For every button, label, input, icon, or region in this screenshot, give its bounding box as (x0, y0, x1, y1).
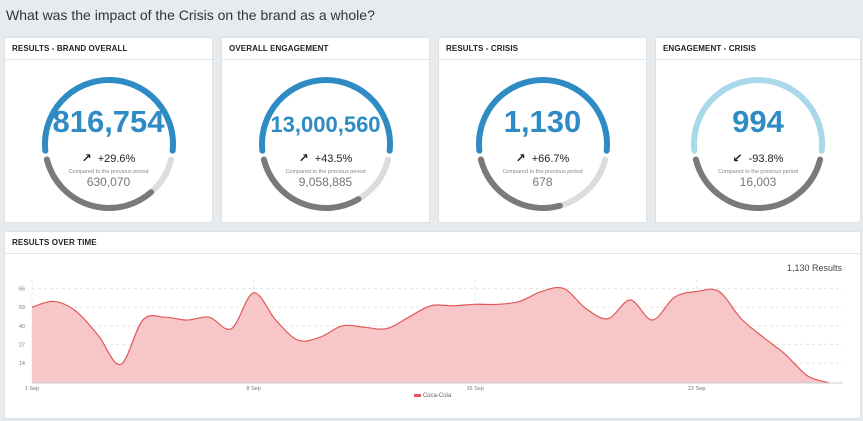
kpi-value: 1,130 (503, 104, 582, 139)
kpi-change-value: +43.5% (314, 153, 353, 165)
gauge-previous-arc (260, 156, 361, 211)
kpi-compare-label: Compared to the previous period (717, 169, 799, 175)
gauge-previous-arc (477, 156, 563, 211)
kpi-gauge (691, 77, 825, 211)
kpi-change: ↗ +66.7% (439, 151, 646, 165)
x-tick-label: 15 Sep (466, 386, 483, 392)
gauge-previous-arc (692, 156, 824, 211)
kpi-change: ↙ -93.8% (656, 151, 860, 165)
kpi-previous-value: 16,003 (739, 175, 777, 189)
series-area (32, 287, 830, 383)
chart-legend[interactable]: Coca-Cola (5, 393, 860, 399)
results-area-chart: 14 27 40 53 66 1 Sep 8 Sep 15 Sep 22 Sep (19, 280, 843, 392)
gauge-current-arc (258, 77, 393, 154)
kpi-card-header: ENGAGEMENT - CRISIS (656, 38, 860, 60)
chart-header: RESULTS OVER TIME (5, 232, 860, 254)
x-tick-label: 8 Sep (246, 386, 260, 392)
kpi-card-brand-overall: RESULTS - BRAND OVERALL 816,754 ↗ +29.6% … (4, 37, 213, 223)
kpi-change-value: +66.7% (531, 153, 570, 165)
arrow-up-right-icon: ↗ (81, 151, 92, 165)
gauge-previous-arc (43, 156, 154, 211)
y-tick-label: 14 (19, 361, 25, 367)
y-tick-label: 40 (19, 324, 25, 330)
y-tick-label: 66 (19, 287, 25, 293)
kpi-card-header: RESULTS - CRISIS (439, 38, 646, 60)
kpi-previous-value: 630,070 (86, 175, 131, 189)
kpi-value: 994 (732, 104, 784, 139)
legend-label: Coca-Cola (422, 393, 452, 399)
legend-swatch (413, 393, 421, 397)
kpi-compare-label: Compared to the previous period (68, 169, 149, 175)
kpi-gauge (475, 77, 610, 211)
y-tick-label: 53 (19, 305, 25, 311)
x-tick-label: 1 Sep (25, 386, 39, 392)
page-title: What was the impact of the Crisis on the… (6, 7, 375, 23)
results-over-time-card: RESULTS OVER TIME 1,130 Results 14 27 40 53… (4, 231, 861, 419)
arrow-up-right-icon: ↗ (298, 151, 309, 165)
kpi-compare-label: Compared to the previous period (502, 169, 583, 175)
results-count: 1,130 Results (786, 263, 842, 273)
kpi-previous-value: 9,058,885 (298, 175, 353, 189)
kpi-change-value: -93.8% (748, 153, 784, 165)
kpi-gauge (258, 77, 393, 211)
kpi-previous-value: 678 (532, 175, 553, 189)
kpi-change-value: +29.6% (97, 153, 136, 165)
kpi-card-engagement-crisis: ENGAGEMENT - CRISIS 994 ↙ -93.8% Compared… (655, 37, 861, 223)
kpi-change: ↗ +29.6% (5, 151, 212, 165)
x-tick-label: 22 Sep (688, 386, 705, 392)
kpi-card-overall-engagement: OVERALL ENGAGEMENT 13,000,560 ↗ +43.5% Co… (221, 37, 430, 223)
arrow-up-right-icon: ↗ (515, 151, 526, 165)
kpi-card-header: RESULTS - BRAND OVERALL (5, 38, 212, 60)
kpi-value: 13,000,560 (270, 112, 381, 137)
series-line (31, 286, 830, 384)
y-tick-label: 27 (19, 342, 25, 348)
gauge-current-arc (691, 77, 825, 154)
arrow-down-left-icon: ↙ (732, 151, 743, 165)
kpi-change: ↗ +43.5% (222, 151, 429, 165)
kpi-compare-label: Compared to the previous period (285, 169, 366, 175)
kpi-card-results-crisis: RESULTS - CRISIS 1,130 ↗ +66.7% Compared … (438, 37, 647, 223)
kpi-value: 816,754 (52, 104, 165, 139)
kpi-card-header: OVERALL ENGAGEMENT (222, 38, 429, 60)
gauge-current-arc (41, 77, 176, 154)
kpi-gauge (41, 77, 176, 211)
gauge-current-arc (475, 77, 610, 154)
